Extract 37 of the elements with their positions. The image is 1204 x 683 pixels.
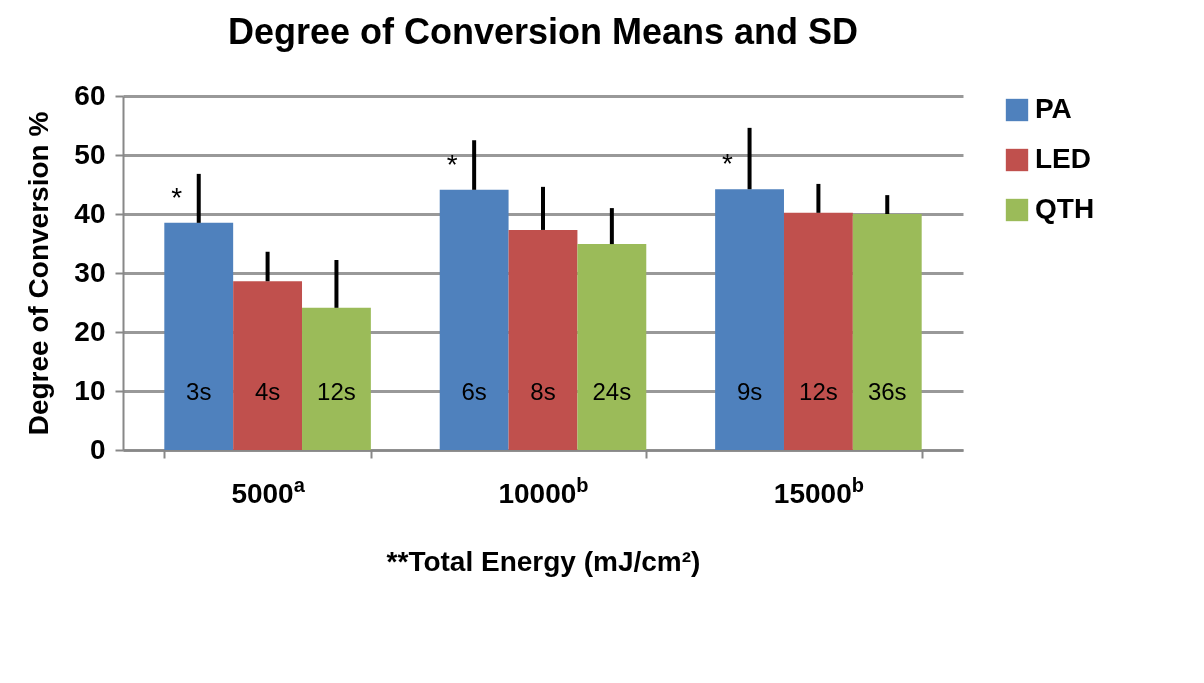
x-tick-label: 5000$^{a}$ — [231, 473, 306, 509]
legend-label: QTH — [1035, 193, 1095, 224]
annotation: 8s — [530, 378, 556, 405]
bar — [577, 244, 647, 450]
bar — [439, 189, 509, 450]
annotation: * — [722, 148, 734, 180]
annotation: 12s — [799, 378, 838, 405]
x-tick-label: 15000$^{b}$ — [773, 473, 864, 509]
bar — [783, 212, 853, 450]
y-tick-label: 50 — [74, 138, 106, 170]
annotation: * — [446, 148, 458, 180]
legend-label: LED — [1035, 143, 1091, 174]
y-tick-label: 60 — [74, 79, 106, 111]
bar — [233, 281, 303, 450]
annotation: 4s — [254, 378, 281, 405]
annotation: * — [171, 181, 183, 213]
chart-title: Degree of Conversion Means and SD — [227, 11, 859, 52]
annotation: 24s — [592, 378, 632, 405]
x-axis-title: **Total Energy (mJ/cm²) — [386, 545, 701, 577]
bar — [508, 229, 578, 450]
y-tick-label: 0 — [89, 433, 106, 465]
legend-label: PA — [1035, 93, 1072, 124]
y-tick-label: 10 — [74, 374, 106, 406]
bar — [852, 214, 922, 450]
y-tick-label: 20 — [74, 315, 106, 347]
y-axis-title: Degree of Conversion % — [23, 111, 55, 436]
annotation: 6s — [461, 378, 487, 405]
bar — [302, 307, 371, 450]
bar — [715, 189, 784, 450]
x-tick-label: 10000$^{b}$ — [498, 473, 589, 509]
annotation: 12s — [317, 378, 356, 405]
annotation: 36s — [867, 378, 907, 405]
y-tick-label: 40 — [74, 197, 106, 229]
y-tick-label: 30 — [74, 256, 106, 288]
annotation: 3s — [186, 378, 212, 405]
bar — [164, 222, 234, 450]
annotation: 9s — [736, 378, 763, 405]
